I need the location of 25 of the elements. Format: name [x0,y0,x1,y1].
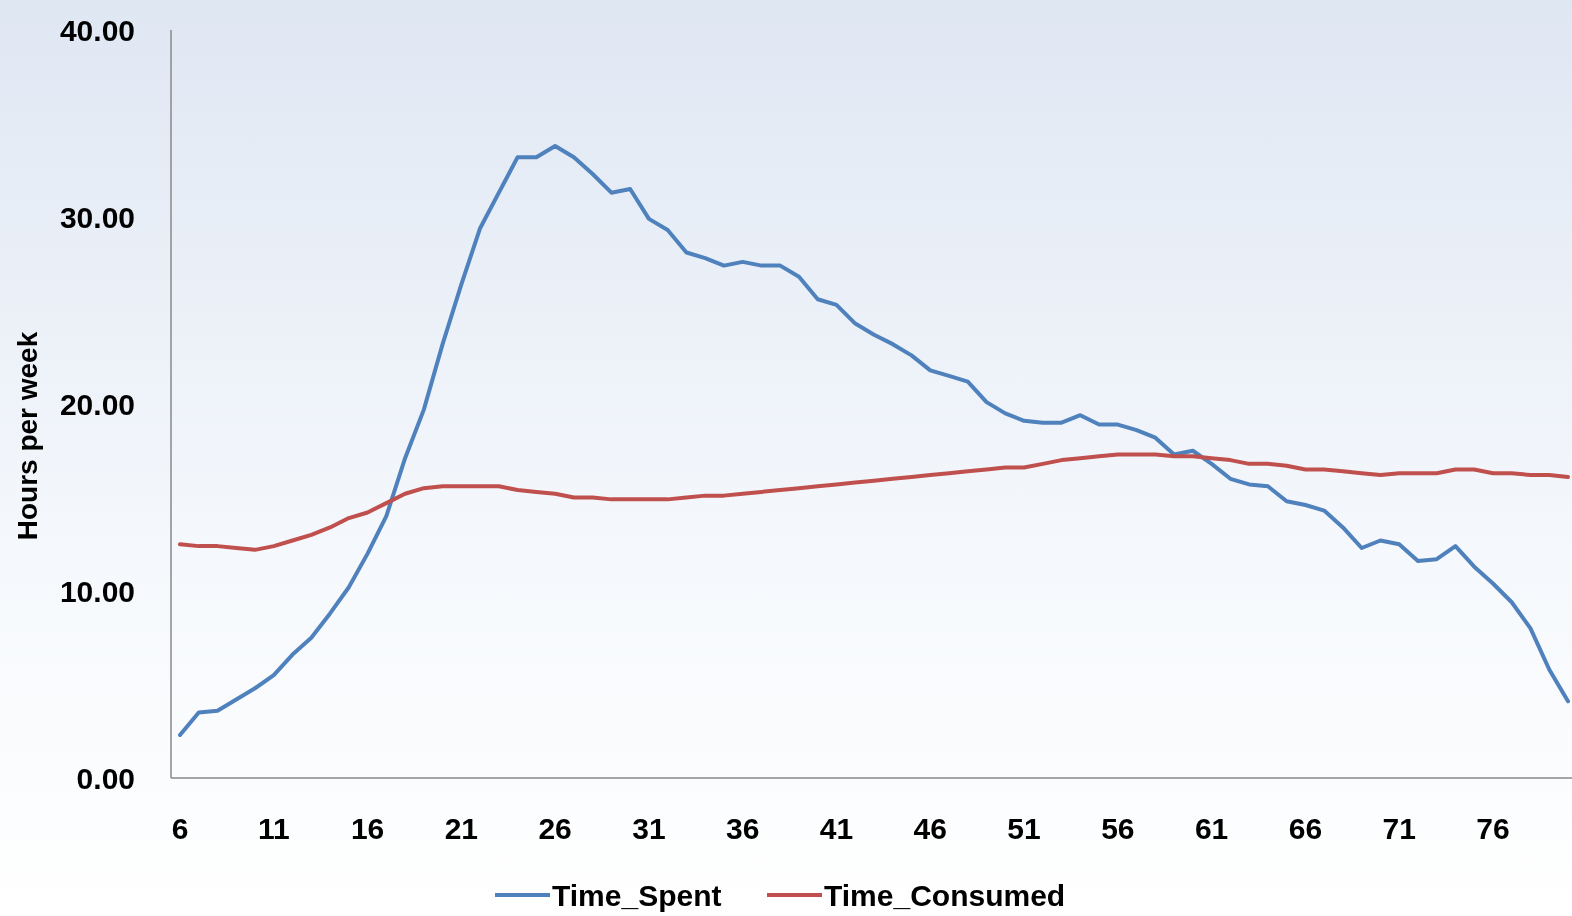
line-series [178,143,1570,737]
y-tick-label: 10.00 [59,574,135,608]
x-tick-label: 16 [350,811,385,845]
line-series [178,452,1570,552]
x-tick-label: 31 [632,811,666,845]
x-tick-label: 41 [819,811,854,845]
x-tick-label: 6 [171,811,189,845]
y-tick-label: 0.00 [76,761,135,795]
y-tick-label: 30.00 [59,200,135,234]
x-tick-label: 21 [444,811,479,845]
y-tick-label: 20.00 [59,387,135,421]
x-tick-label: 51 [1007,811,1041,845]
x-tick-label: 76 [1476,811,1510,845]
legend-label: Time_Consumed [824,878,1066,912]
x-tick-label: 71 [1382,811,1416,845]
x-tick-label: 56 [1101,811,1135,845]
x-tick-label: 61 [1194,811,1229,845]
x-tick-label: 66 [1288,811,1323,845]
y-tick-label: 40.00 [59,13,135,47]
x-tick-label: 36 [726,811,760,845]
x-tick-label: 46 [913,811,947,845]
y-axis-title: Hours per week [12,331,43,541]
x-tick-label: 26 [538,811,572,845]
x-tick-label: 11 [257,811,290,845]
legend-label: Time_Spent [552,878,722,912]
